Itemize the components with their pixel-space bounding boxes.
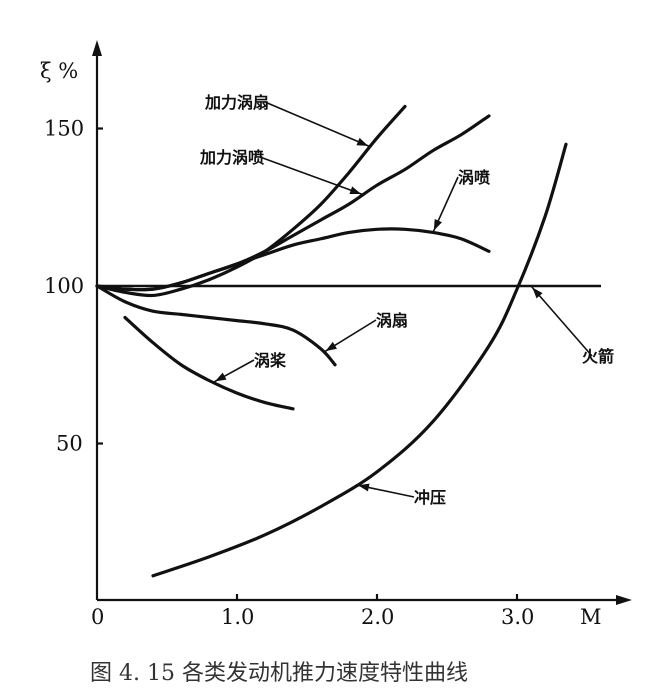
series-leader-arrowhead — [356, 137, 369, 146]
series-leader-arrowhead — [325, 341, 337, 352]
tick-labels: 0 1.0 2.0 3.0 150 100 50 — [44, 117, 534, 630]
series-leader-line — [264, 101, 371, 148]
y-tick-label: 150 — [44, 117, 84, 141]
series-line — [123, 315, 295, 411]
series-annotation-label: 加力涡扇 — [204, 93, 269, 112]
series-annotation-label: 冲压 — [414, 488, 446, 507]
series-leader-arrowhead — [532, 287, 543, 299]
figure-caption: 图 4. 15 各类发动机推力速度特性曲线 — [90, 661, 468, 686]
series-line — [95, 114, 491, 292]
series-line — [95, 227, 491, 292]
x-tick-label: 1.0 — [221, 605, 254, 629]
series-leader-line — [259, 156, 364, 196]
series-annotation-label: 加力涡喷 — [199, 148, 264, 167]
series-lines — [95, 104, 601, 578]
series-leader-arrowhead — [349, 186, 362, 194]
series-line — [95, 104, 407, 298]
series-annotation-label: 涡喷 — [458, 168, 490, 187]
x-tick-label: 0 — [91, 605, 104, 629]
series-leader-line — [530, 285, 593, 357]
series-leader-arrowhead — [214, 372, 227, 382]
y-axis-arrowhead — [92, 40, 102, 56]
x-axis-arrowhead — [616, 595, 632, 605]
y-tick-label: 100 — [44, 274, 84, 298]
series-annotation-label: 火箭 — [582, 347, 614, 366]
y-axis-label: ξ % — [40, 59, 78, 83]
x-tick-label: 2.0 — [361, 605, 394, 629]
series-annotation-label: 涡扇 — [376, 311, 408, 330]
x-tick-label: 3.0 — [501, 605, 534, 629]
y-tick-label: 50 — [56, 432, 83, 456]
series-leader-arrowhead — [433, 218, 442, 231]
x-axis-label: M — [580, 605, 602, 629]
axes: ξ % M — [40, 40, 632, 629]
series-line — [95, 284, 337, 367]
series-annotation-label: 涡桨 — [254, 351, 287, 370]
series-line — [151, 142, 568, 578]
series-leader-arrowhead — [357, 483, 370, 492]
